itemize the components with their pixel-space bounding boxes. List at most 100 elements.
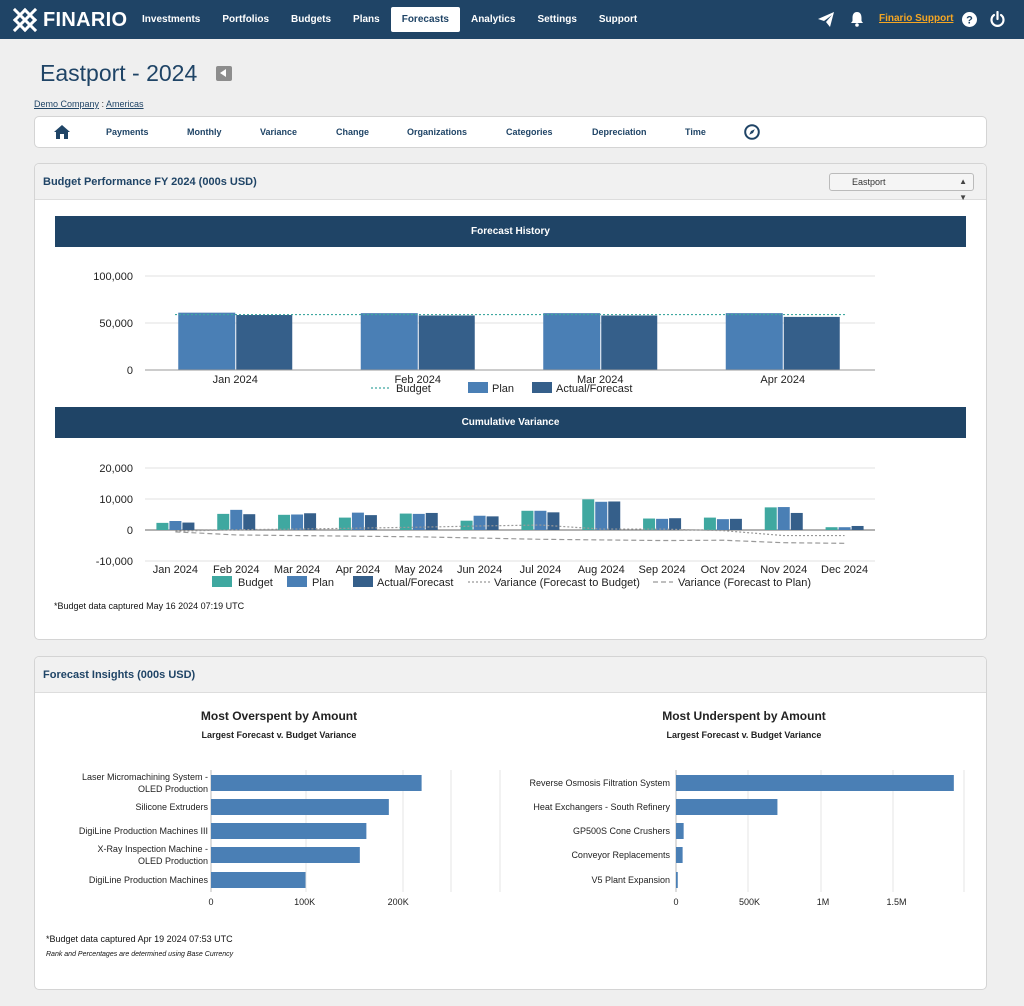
actual-bar [425, 512, 438, 530]
plan-bar [716, 519, 729, 530]
plan-bar [291, 514, 304, 530]
x-tick-label: Aug 2024 [578, 564, 625, 576]
underspent-x-tick-label: 500K [739, 897, 760, 907]
actual-bar [236, 315, 293, 370]
help-icon[interactable]: ? [962, 12, 977, 27]
subnav-categories[interactable]: Categories [506, 127, 553, 137]
forecast-history-header: Forecast History [55, 216, 966, 247]
forecast-insights-panel: Forecast Insights (000s USD) Most Oversp… [34, 656, 987, 990]
nav-link-support[interactable]: Support [598, 14, 638, 25]
plan-bar [543, 313, 601, 370]
legend-budget-swatch [212, 576, 232, 587]
x-tick-label: May 2024 [395, 564, 443, 576]
actual-bar [547, 512, 560, 530]
plan-bar [230, 509, 243, 530]
cumulative-variance-header: Cumulative Variance [55, 407, 966, 438]
nav-link-analytics[interactable]: Analytics [470, 14, 516, 25]
underspent-x-tick-label: 1M [817, 897, 830, 907]
legend-plan-swatch [468, 382, 488, 393]
budget-bar [460, 520, 473, 530]
overspent-category-label: DigiLine Production Machines III [79, 826, 208, 836]
brand-logo[interactable]: FINARIO [12, 7, 127, 33]
forecast-history-chart: 100,000 50,000 0 Jan 2024 Feb 2024 Mar 2024 Ap… [93, 271, 875, 395]
main-nav: Investments Portfolios Budgets Plans Forecas… [131, 7, 648, 32]
subnav-variance[interactable]: Variance [260, 127, 298, 137]
subnav-depreciation[interactable]: Depreciation [592, 127, 647, 137]
subnav-payments[interactable]: Payments [106, 127, 149, 137]
underspent-category-label: Heat Exchangers - South Refinery [533, 802, 670, 812]
budget-bar [399, 513, 412, 530]
legend-budget-label: Budget [238, 577, 273, 589]
variance-budget-line [175, 524, 845, 537]
x-tick-label: Feb 2024 [213, 564, 259, 576]
actual-bar [486, 516, 499, 530]
underspent-category-label: Reverse Osmosis Filtration System [529, 778, 670, 788]
nav-link-budgets[interactable]: Budgets [291, 14, 332, 25]
finario-logo-icon [12, 7, 38, 33]
compass-icon[interactable] [744, 124, 760, 140]
nav-link-investments[interactable]: Investments [142, 14, 201, 25]
legend-plan-label: Plan [492, 383, 514, 395]
plan-bar [351, 512, 364, 530]
home-icon[interactable] [54, 125, 70, 139]
budget-bar [643, 518, 656, 530]
nav-link-portfolios[interactable]: Portfolios [222, 14, 270, 25]
finario-support-link[interactable]: Finario Support [879, 13, 954, 24]
overspent-bar [211, 775, 422, 791]
overspent-bar [211, 823, 367, 839]
subnav-time[interactable]: Time [685, 127, 706, 137]
breadcrumb-region-link[interactable]: Americas [106, 99, 144, 109]
power-icon[interactable] [990, 11, 1005, 27]
plan-bar [725, 313, 783, 370]
nav-link-plans[interactable]: Plans [353, 14, 380, 25]
underspent-x-tick-label: 1.5M [886, 897, 906, 907]
insights-capture-note: *Budget data captured Apr 19 2024 07:53 … [46, 934, 233, 944]
breadcrumb: Demo Company : Americas [34, 99, 144, 109]
x-tick-label: Feb 2024 [395, 374, 441, 386]
y-tick-label: 10,000 [99, 494, 133, 506]
actual-bar [729, 518, 742, 530]
location-select[interactable]: Eastport ▲ ▼ [829, 173, 974, 202]
back-button[interactable] [216, 66, 232, 81]
underspent-bar [676, 872, 678, 888]
overspent-category-label: Laser Micromachining System -OLED Produc… [82, 772, 208, 794]
overspent-x-tick-label: 200K [388, 897, 409, 907]
plan-bar [169, 521, 182, 530]
underspent-x-tick-label: 0 [673, 897, 678, 907]
subnav-monthly[interactable]: Monthly [187, 127, 222, 137]
x-tick-label: Jul 2024 [520, 564, 562, 576]
actual-bar [418, 315, 475, 370]
brand-name: FINARIO [43, 8, 128, 31]
x-tick-label: Mar 2024 [577, 374, 623, 386]
legend-actual-swatch [532, 382, 552, 393]
svg-text:?: ? [966, 15, 973, 27]
underspent-bar [676, 823, 684, 839]
overspent-bar [211, 872, 306, 888]
insights-panel-header: Forecast Insights (000s USD) [35, 657, 986, 693]
actual-bar [851, 525, 864, 530]
budget-bar [764, 507, 777, 530]
send-icon[interactable] [818, 12, 834, 27]
forecast-subnav: Payments Monthly Variance Change Organizatio… [34, 116, 987, 148]
top-navbar: FINARIO Investments Portfolios Budgets Plan… [0, 0, 1024, 39]
page-title: Eastport - 2024 [40, 60, 198, 86]
budget-panel-title: Budget Performance FY 2024 (000s USD) [43, 176, 257, 188]
x-tick-label: Mar 2024 [274, 564, 320, 576]
plan-bar [534, 510, 547, 530]
nav-link-settings[interactable]: Settings [537, 14, 577, 25]
subnav-organizations[interactable]: Organizations [407, 127, 468, 137]
budget-panel-header: Budget Performance FY 2024 (000s USD) Ea… [35, 164, 986, 202]
plan-bar [838, 527, 851, 530]
plan-bar [656, 518, 669, 530]
breadcrumb-company-link[interactable]: Demo Company [34, 99, 100, 109]
actual-bar [669, 518, 682, 530]
bell-icon[interactable] [850, 11, 864, 27]
actual-bar [304, 513, 317, 530]
actual-bar [790, 512, 803, 530]
subnav-change[interactable]: Change [336, 127, 370, 137]
plan-bar [412, 513, 425, 530]
y-tick-label: 50,000 [99, 318, 133, 330]
nav-link-forecasts[interactable]: Forecasts [390, 7, 460, 32]
actual-bar [243, 514, 256, 530]
x-tick-label: Jan 2024 [153, 564, 198, 576]
